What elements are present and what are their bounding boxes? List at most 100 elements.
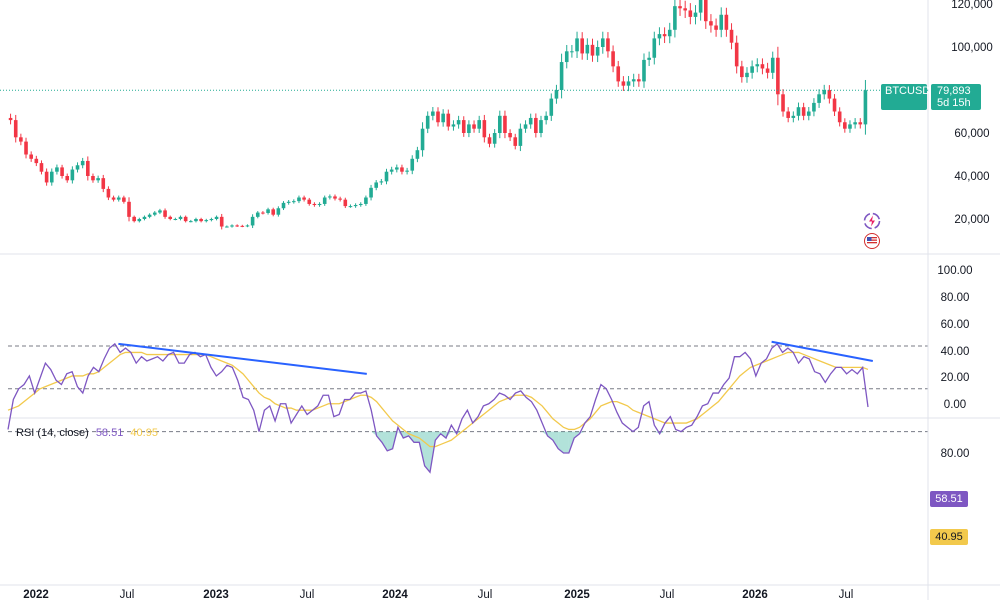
candle-body: [729, 29, 734, 43]
candle-body: [369, 187, 373, 198]
indicator-axis-label: 100.00: [937, 265, 972, 277]
candle-body: [657, 34, 662, 39]
rsi-overbought-fill: [371, 431, 377, 436]
time-axis-month: Jul: [660, 589, 675, 600]
indicator-axis-label: 0.00: [944, 399, 966, 411]
candle-body: [286, 201, 291, 203]
rsi-overbought-fill: [397, 431, 404, 439]
candle-body: [425, 115, 430, 129]
candle-body: [34, 158, 39, 164]
candle-body: [765, 68, 770, 73]
rsi-overbought-fill: [381, 431, 388, 451]
candle-body: [250, 216, 255, 226]
candle-body: [204, 220, 209, 222]
candle-body: [44, 171, 49, 183]
candle-body: [420, 128, 425, 151]
candle-body: [503, 115, 507, 133]
candle-body: [348, 206, 353, 208]
candle-body: [858, 122, 863, 125]
candle-body: [261, 212, 265, 214]
candle-body: [683, 8, 687, 11]
rsi-legend[interactable]: RSI (14, close) 58.51 40.95: [16, 427, 158, 439]
candle-body: [709, 21, 713, 26]
candle-body: [472, 124, 476, 129]
candle-body: [843, 122, 847, 129]
candle-body: [230, 225, 234, 227]
candle-body: [281, 202, 286, 209]
candle-body: [400, 167, 404, 172]
candle-body: [70, 169, 75, 181]
rsi-overbought-fill: [552, 431, 559, 449]
candle-body: [328, 196, 332, 198]
candle-body: [235, 225, 239, 227]
candle-body: [703, 0, 708, 22]
rsi-ma-value-tag: 40.95: [930, 529, 968, 545]
candle-body: [508, 133, 512, 138]
candle-body: [91, 176, 95, 181]
candle-body: [554, 90, 559, 99]
candle-body: [461, 120, 466, 133]
rsi-trendline: [771, 340, 873, 362]
candle-body: [65, 176, 70, 181]
candle-body: [446, 113, 451, 127]
candle-body: [487, 137, 492, 144]
candle-body: [492, 133, 497, 144]
candle-body: [13, 120, 18, 138]
candle-body: [415, 150, 420, 159]
candle-body: [297, 197, 301, 202]
rsi-overbought-fill: [563, 431, 569, 453]
candle-body: [307, 199, 312, 204]
candle-body: [302, 197, 306, 200]
candle-body: [848, 124, 852, 129]
candle-body: [24, 141, 28, 155]
candle-body: [225, 226, 229, 228]
rsi-trendline: [118, 342, 367, 375]
candle-body: [322, 197, 327, 204]
candle-body: [431, 111, 435, 116]
candle-body: [8, 117, 13, 121]
candle-body: [75, 165, 80, 170]
time-axis-month: Jul: [478, 589, 493, 600]
rsi-overbought-fill: [547, 431, 553, 441]
last-price-value: 79,893: [937, 85, 971, 97]
candle-body: [183, 216, 188, 222]
candle-body: [791, 115, 796, 118]
candle-body: [595, 47, 600, 56]
candle-body: [101, 178, 106, 189]
candle-body: [49, 171, 54, 183]
candle-body: [142, 216, 147, 219]
candle-body: [245, 225, 250, 227]
candle-body: [796, 107, 801, 116]
candle-body: [19, 137, 23, 142]
candle-body: [673, 6, 677, 30]
indicator-axis-label: 40.00: [941, 346, 970, 358]
lightning-icon[interactable]: [863, 212, 881, 230]
candle-body: [147, 214, 152, 217]
candle-body: [755, 64, 760, 67]
candle-body: [806, 111, 811, 116]
rsi-ma-legend-value: 40.95: [130, 427, 158, 439]
candle-body: [590, 44, 595, 56]
candle-body: [616, 66, 621, 82]
candle-body: [812, 102, 816, 112]
candle-body: [714, 25, 718, 30]
symbol-label: BTCUSD: [885, 85, 931, 97]
candle-body: [137, 219, 142, 222]
us-flag-icon[interactable]: [864, 233, 880, 249]
candle-body: [111, 197, 116, 200]
time-axis-month: Jul: [839, 589, 854, 600]
candle-body: [518, 128, 523, 146]
time-axis-year: 2023: [203, 589, 229, 600]
candle-body: [770, 57, 775, 73]
candle-body: [750, 66, 754, 73]
candle-body: [564, 51, 569, 63]
candle-body: [528, 117, 533, 125]
candle-body: [776, 57, 780, 95]
candle-body: [482, 120, 487, 138]
candle-body: [745, 72, 749, 78]
candle-body: [559, 62, 564, 90]
candle-body: [781, 94, 785, 112]
candle-body: [96, 178, 100, 181]
